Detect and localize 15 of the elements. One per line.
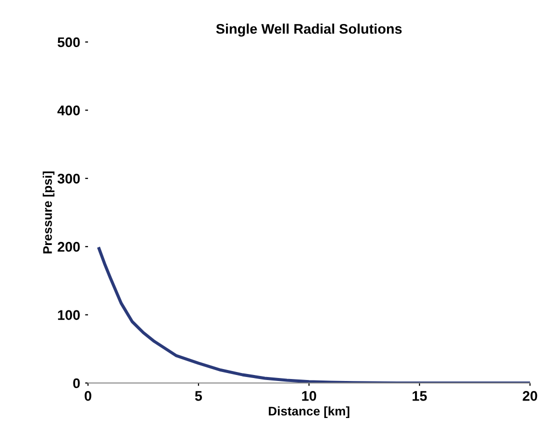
y-tick-label: 300: [58, 174, 80, 184]
y-tick-label: 200: [58, 242, 80, 252]
x-tick-label: 5: [195, 391, 202, 401]
line-series: [98, 247, 530, 383]
x-tick-label: 15: [412, 391, 427, 401]
chart-title: Single Well Radial Solutions: [216, 24, 402, 37]
x-tick-label: 0: [84, 391, 92, 401]
y-tick-label: 500: [58, 37, 80, 48]
y-tick-label: 100: [58, 310, 80, 320]
y-tick-label: 0: [73, 378, 80, 388]
x-tick-label: 20: [522, 391, 538, 401]
x-axis-title: Distance [km]: [268, 406, 350, 418]
y-tick-label: 400: [57, 106, 80, 116]
y-axis-title: Pressure [psi]: [42, 172, 54, 254]
x-tick-label: 10: [302, 391, 316, 401]
